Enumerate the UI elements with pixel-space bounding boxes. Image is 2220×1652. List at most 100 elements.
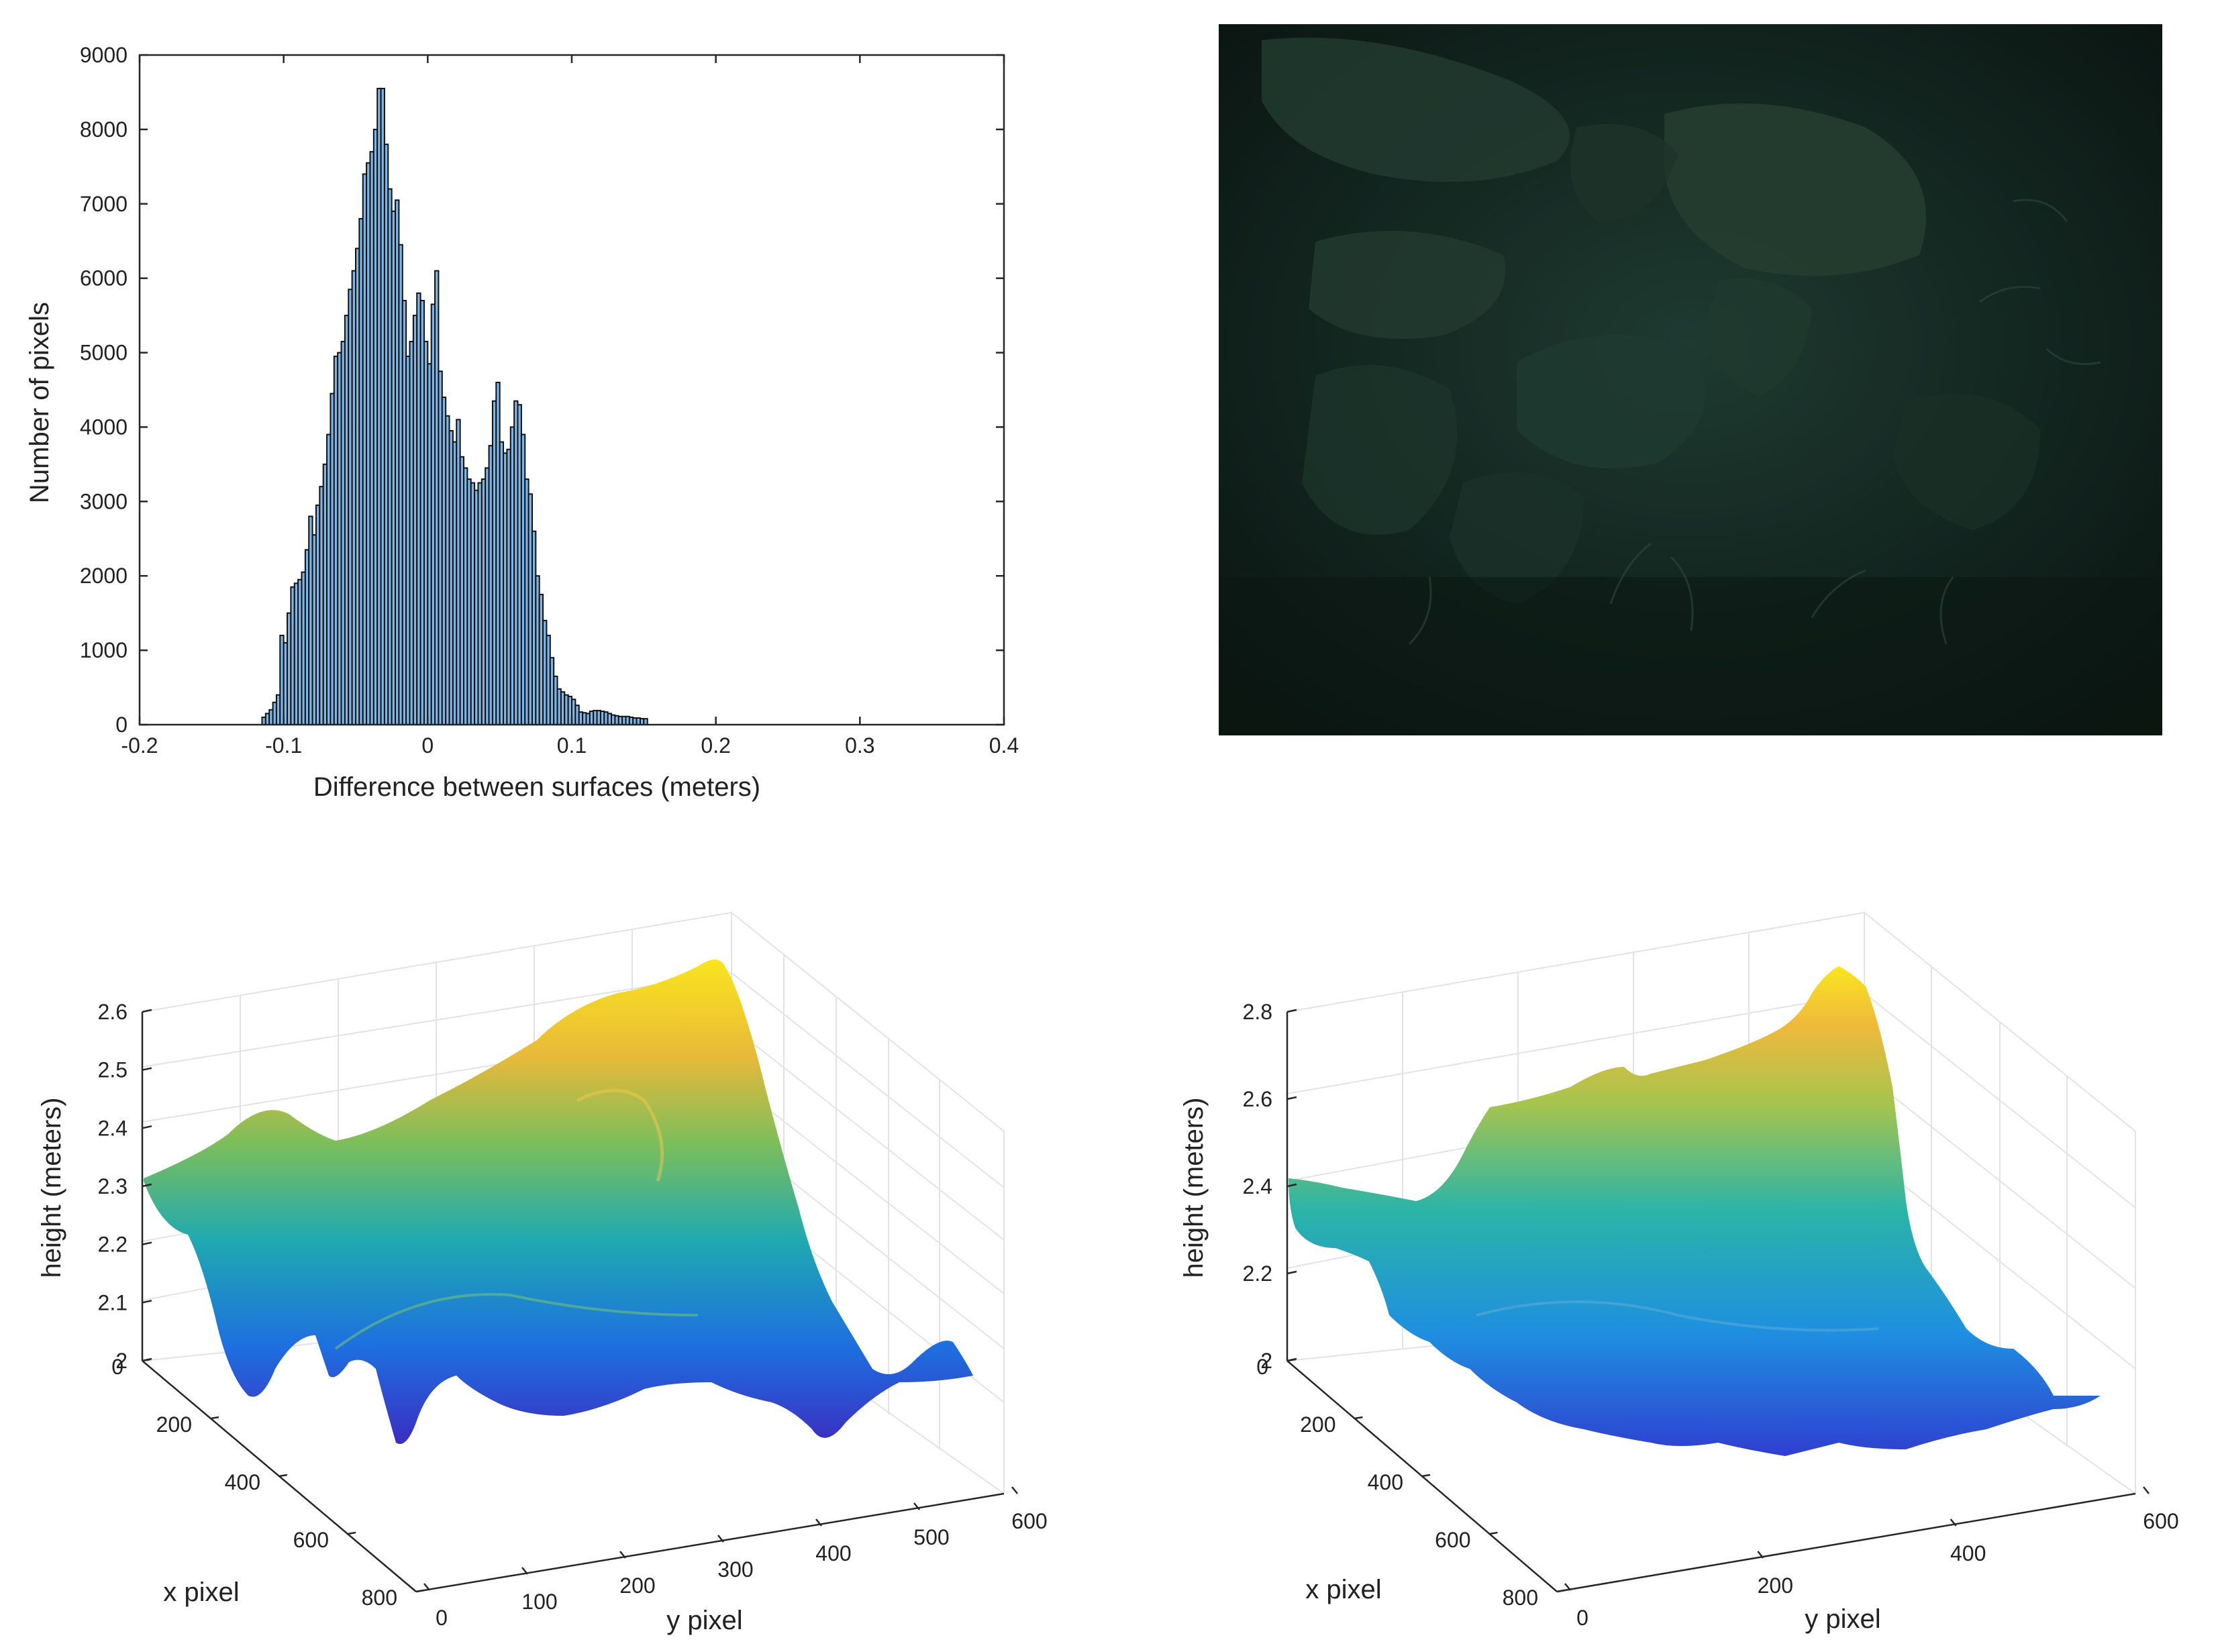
histogram-bars xyxy=(261,87,648,726)
surface-left-x-ticks: 0 200 400 600 800 xyxy=(111,1355,425,1610)
sl-y-tick xyxy=(619,1551,626,1559)
surface-left-y-label: y pixel xyxy=(666,1606,742,1635)
sr-z-tick xyxy=(1286,1096,1297,1100)
sr-z-tick-label: 2.8 xyxy=(1243,1000,1272,1024)
sl-z-tick-label: 2.1 xyxy=(98,1290,128,1314)
sl-y-tick-label: 600 xyxy=(1011,1509,1047,1533)
sl-x-tick-label: 200 xyxy=(156,1412,192,1437)
sl-z-tick xyxy=(142,1183,152,1188)
histogram-x-tick-label: -0.1 xyxy=(265,733,302,758)
sl-x-tick-label: 400 xyxy=(225,1470,260,1494)
sr-x-tick xyxy=(1286,1358,1296,1362)
sr-x-tick-label: 0 xyxy=(1256,1355,1268,1379)
histogram-chart: -0.2 -0.1 0 0.1 0.2 0.3 0.4 0 1000 2000 3000 4000 5… xyxy=(25,43,1019,802)
surface-right-z-ticks: 2 2.2 2.4 2.6 2.8 xyxy=(1243,1000,1297,1373)
sr-y-tick xyxy=(2143,1486,2150,1494)
sr-x-tick xyxy=(1421,1474,1431,1478)
surface-left-z-label: height (meters) xyxy=(37,1098,66,1278)
sr-z-tick xyxy=(1286,1183,1297,1188)
sl-y-tick-label: 0 xyxy=(436,1606,448,1630)
sl-z-tick xyxy=(142,1009,152,1013)
sl-z-tick-label: 2.5 xyxy=(98,1058,128,1082)
sl-y-tick xyxy=(423,1583,430,1591)
sl-x-tick-label: 0 xyxy=(111,1355,123,1379)
sl-z-tick xyxy=(142,1125,152,1129)
sr-x-tick xyxy=(1556,1589,1566,1593)
sl-y-tick xyxy=(717,1535,724,1543)
coral-reef-photo xyxy=(1219,24,2162,735)
sr-y-tick-label: 200 xyxy=(1758,1573,1793,1598)
surface-left-z-ticks: 2 2.1 2.2 2.3 2.4 2.5 2.6 xyxy=(98,1000,152,1373)
sr-y-tick xyxy=(1950,1518,1957,1527)
sr-x-tick-label: 600 xyxy=(1435,1528,1470,1552)
histogram-y-tick-label: 1000 xyxy=(80,638,128,662)
histogram-y-tick-label: 0 xyxy=(115,713,128,737)
sl-z-tick-label: 2.4 xyxy=(98,1116,128,1140)
surface-right-x-ticks: 0 200 400 600 800 xyxy=(1256,1355,1566,1610)
surface-right-mesh xyxy=(1289,966,2101,1456)
histogram-y-tick-label: 2000 xyxy=(80,564,128,588)
sl-z-tick xyxy=(142,1241,152,1245)
histogram-x-tick-label: 0.3 xyxy=(845,733,874,758)
histogram-bar xyxy=(643,718,648,726)
surface-right-z-label: height (meters) xyxy=(1179,1098,1209,1278)
sl-x-tick xyxy=(415,1589,425,1593)
surface-left-x-label: x pixel xyxy=(163,1578,239,1607)
histogram-y-tick-label: 8000 xyxy=(80,117,128,142)
histogram-x-tick-label: 0.1 xyxy=(557,733,587,758)
sl-y-tick xyxy=(1011,1486,1018,1494)
sr-x-tick xyxy=(1489,1531,1498,1535)
histogram-y-tick-label: 3000 xyxy=(80,489,128,513)
histogram-x-tick-label: 0 xyxy=(421,733,434,758)
sl-y-tick-label: 200 xyxy=(619,1573,655,1598)
histogram-y-ticks: 0 1000 2000 3000 4000 5000 6000 7000 8000 9000 xyxy=(80,43,1004,737)
surface-right-x-label: x pixel xyxy=(1305,1575,1381,1604)
sr-z-tick xyxy=(1286,1009,1297,1013)
sr-z-tick xyxy=(1286,1270,1297,1275)
sl-z-tick-label: 2.6 xyxy=(98,1000,128,1024)
surface-left-y-ticks: 0 100 200 300 400 500 600 xyxy=(423,1486,1048,1630)
histogram-x-label: Difference between surfaces (meters) xyxy=(313,772,760,802)
histogram-frame xyxy=(138,54,1005,726)
sr-x-tick-label: 400 xyxy=(1368,1470,1403,1494)
sr-z-tick-label: 2.2 xyxy=(1243,1261,1272,1286)
histogram-x-tick-label: 0.4 xyxy=(989,733,1019,758)
sl-x-tick-label: 600 xyxy=(293,1528,329,1552)
surface-plot-left: 2 2.1 2.2 2.3 2.4 2.5 2.6 0 200 400 600 800 0 100 20… xyxy=(37,911,1048,1635)
sl-x-tick xyxy=(347,1531,356,1535)
sl-y-tick-label: 500 xyxy=(913,1525,949,1549)
sl-z-tick xyxy=(142,1300,152,1304)
histogram-x-ticks: -0.2 -0.1 0 0.1 0.2 0.3 0.4 xyxy=(121,55,1019,758)
sl-y-tick xyxy=(913,1502,920,1510)
sl-y-tick-label: 100 xyxy=(521,1590,557,1614)
sr-y-tick-label: 0 xyxy=(1576,1606,1588,1630)
surface-right-y-ticks: 0 200 400 600 xyxy=(1564,1486,2179,1630)
sl-x-tick xyxy=(279,1474,288,1478)
surface-plot-right: 2 2.2 2.4 2.6 2.8 0 200 400 600 800 0 200 400 600 h… xyxy=(1179,911,2179,1634)
sl-z-tick-label: 2 xyxy=(115,1349,128,1373)
histogram-y-label: Number of pixels xyxy=(25,302,54,503)
sl-y-tick-label: 300 xyxy=(717,1557,753,1582)
sl-z-tick-label: 2.2 xyxy=(98,1233,128,1257)
sl-x-tick-label: 800 xyxy=(362,1586,397,1610)
sr-z-tick-label: 2 xyxy=(1260,1349,1272,1373)
histogram-y-tick-label: 7000 xyxy=(80,192,128,216)
histogram-x-tick-label: 0.2 xyxy=(701,733,730,758)
histogram-x-tick-label: -0.2 xyxy=(121,733,158,758)
sl-z-tick-label: 2.3 xyxy=(98,1174,128,1198)
surface-right-y-label: y pixel xyxy=(1805,1604,1880,1634)
sr-x-tick-label: 200 xyxy=(1300,1412,1335,1437)
sr-x-tick-label: 800 xyxy=(1503,1586,1538,1610)
sr-y-tick-label: 400 xyxy=(1950,1541,1986,1565)
histogram-y-tick-label: 4000 xyxy=(80,415,128,439)
sr-y-tick xyxy=(1757,1551,1764,1559)
sl-y-tick-label: 400 xyxy=(815,1541,851,1565)
sl-z-tick xyxy=(142,1067,152,1071)
histogram-y-tick-label: 5000 xyxy=(80,341,128,365)
sr-y-tick-label: 600 xyxy=(2143,1509,2178,1533)
sl-x-tick xyxy=(210,1416,219,1420)
sr-z-tick-label: 2.6 xyxy=(1243,1087,1272,1111)
surface-left-mesh xyxy=(144,960,973,1444)
histogram-y-tick-label: 9000 xyxy=(80,43,128,67)
